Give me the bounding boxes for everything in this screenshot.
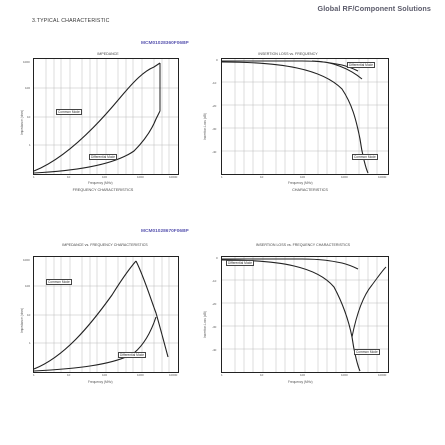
insertion-loss-plot: Differential Mode Common Mode <box>221 256 389 373</box>
curve-label: Common Mode <box>352 154 378 160</box>
y-tick: -20 <box>212 104 217 108</box>
x-axis-label: Frequency (MHz) <box>88 181 113 185</box>
part-name: MCM01028360F06BP <box>141 41 189 46</box>
y-tick: 0 <box>216 58 218 62</box>
y-tick: 10 <box>27 313 31 317</box>
plot-title: INSERTION LOSS vs. FREQUENCY CHARACTERIS… <box>255 243 351 247</box>
x-tick: 1000 <box>341 175 348 179</box>
y-tick: -40 <box>212 348 217 352</box>
x-tick: 10000 <box>378 175 387 179</box>
common-mode-curve <box>34 62 161 172</box>
impedance-plot: Common Mode Differential Mode <box>33 256 179 373</box>
x-tick: 10000 <box>169 175 178 179</box>
x-tick: 10000 <box>169 373 178 377</box>
x-tick: 100 <box>300 373 306 377</box>
y-tick: -10 <box>212 81 217 85</box>
curve-label: Differential Mode <box>226 260 255 266</box>
y-tick: 1 <box>29 143 31 147</box>
x-tick: 10 <box>67 373 71 377</box>
plot-title: INSERTION LOSS vs. FREQUENCY <box>258 52 318 56</box>
y-tick: -40 <box>212 150 217 154</box>
curve-label: Common Mode <box>46 279 72 285</box>
x-tick: 10 <box>67 175 71 179</box>
y-tick: 1000 <box>23 60 30 64</box>
x-tick: 10 <box>260 373 264 377</box>
x-tick: 1 <box>221 175 223 179</box>
x-tick: 100 <box>102 373 108 377</box>
y-tick: -30 <box>212 127 217 131</box>
plot-caption: CHARACTERISTICS <box>292 188 328 192</box>
curve-label: Differential Mode <box>347 62 376 68</box>
y-tick: 1000 <box>23 258 30 262</box>
differential-mode-curve <box>34 110 161 174</box>
x-tick: 10000 <box>378 373 387 377</box>
x-tick: 1000 <box>137 175 144 179</box>
impedance-plot: Common Mode Differential Mode <box>33 58 179 175</box>
impedance-grid <box>34 257 178 372</box>
part-name: MCM01028670F06BP <box>141 229 189 234</box>
differential-mode-curve <box>222 258 359 270</box>
x-tick: 1 <box>221 373 223 377</box>
x-axis-label: Frequency (MHz) <box>88 380 113 384</box>
curve-label: Common Mode <box>354 349 380 355</box>
y-axis-label: Insertion Loss (dB) <box>203 311 207 338</box>
y-axis-label: Insertion Loss (dB) <box>203 113 207 140</box>
x-tick: 1 <box>33 175 35 179</box>
x-axis-label: Frequency (MHz) <box>288 380 313 384</box>
x-tick: 1 <box>33 373 35 377</box>
y-axis-label: Impedance (ohm) <box>20 110 24 135</box>
curve-label: Differential Mode <box>89 154 118 160</box>
x-tick: 1000 <box>341 373 348 377</box>
plot-title: IMPEDANCE vs. FREQUENCY CHARACTERISTICS <box>62 243 148 247</box>
insertion-loss-plot: Differential Mode Common Mode <box>221 58 389 175</box>
y-tick: 10 <box>27 115 31 119</box>
plot-title: IMPEDANCE <box>97 52 119 56</box>
y-tick: -30 <box>212 325 217 329</box>
y-tick: -10 <box>212 279 217 283</box>
x-tick: 100 <box>102 175 108 179</box>
plot-caption: FREQUENCY CHARACTERISTICS <box>72 188 134 192</box>
y-tick: 100 <box>25 86 31 90</box>
common-mode-curve <box>34 260 137 370</box>
brand-header: Global RF/Component Solutions <box>317 4 431 13</box>
curve-label: Common Mode <box>56 109 82 115</box>
y-tick: 100 <box>25 284 31 288</box>
curve-label: Differential Mode <box>118 352 147 358</box>
section-title: 3.TYPICAL CHARACTERISTIC <box>32 18 110 24</box>
y-tick: 0 <box>216 256 218 260</box>
differential-mode-curve <box>34 316 157 372</box>
x-tick: 10 <box>260 175 264 179</box>
y-tick: -20 <box>212 302 217 306</box>
y-axis-label: Impedance (ohm) <box>20 308 24 333</box>
x-tick: 100 <box>300 175 306 179</box>
x-axis-label: Frequency (MHz) <box>288 181 313 185</box>
impedance-grid <box>34 59 178 174</box>
x-tick: 1000 <box>137 373 144 377</box>
common-mode-curve <box>222 259 361 372</box>
y-tick: 1 <box>29 341 31 345</box>
